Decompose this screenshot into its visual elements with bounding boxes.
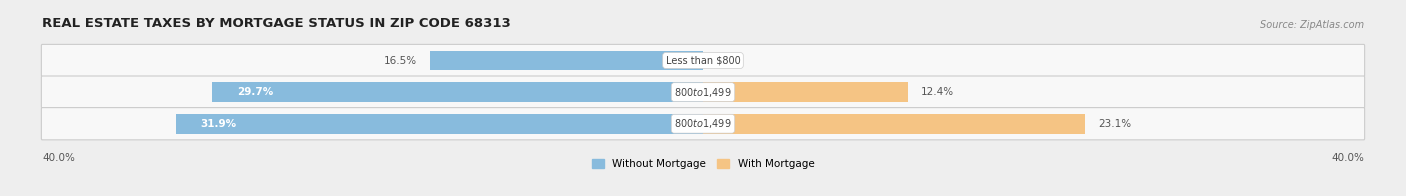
Bar bbox=[703, 114, 1084, 133]
Bar bbox=[703, 82, 908, 102]
Text: $800 to $1,499: $800 to $1,499 bbox=[675, 117, 731, 130]
Text: 12.4%: 12.4% bbox=[921, 87, 955, 97]
Bar bbox=[176, 114, 703, 133]
Text: 16.5%: 16.5% bbox=[384, 55, 418, 65]
Bar bbox=[212, 82, 703, 102]
FancyBboxPatch shape bbox=[41, 76, 1365, 108]
FancyBboxPatch shape bbox=[41, 108, 1365, 140]
Text: 23.1%: 23.1% bbox=[1098, 119, 1130, 129]
Bar bbox=[430, 51, 703, 70]
Text: 31.9%: 31.9% bbox=[201, 119, 236, 129]
Text: $800 to $1,499: $800 to $1,499 bbox=[675, 86, 731, 99]
Text: Source: ZipAtlas.com: Source: ZipAtlas.com bbox=[1260, 20, 1364, 30]
Text: 29.7%: 29.7% bbox=[238, 87, 273, 97]
Text: Less than $800: Less than $800 bbox=[665, 55, 741, 65]
Text: REAL ESTATE TAXES BY MORTGAGE STATUS IN ZIP CODE 68313: REAL ESTATE TAXES BY MORTGAGE STATUS IN … bbox=[42, 17, 510, 30]
Text: 0.0%: 0.0% bbox=[716, 55, 742, 65]
Text: 40.0%: 40.0% bbox=[42, 153, 75, 163]
FancyBboxPatch shape bbox=[41, 44, 1365, 77]
Legend: Without Mortgage, With Mortgage: Without Mortgage, With Mortgage bbox=[588, 155, 818, 173]
Text: 40.0%: 40.0% bbox=[1331, 153, 1364, 163]
